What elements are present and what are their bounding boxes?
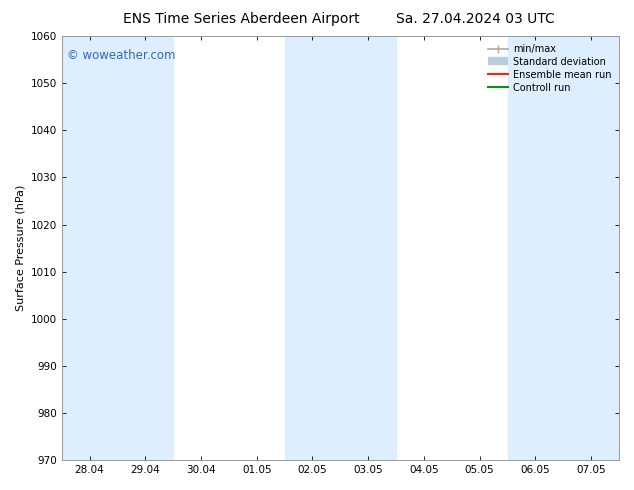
Bar [563, 36, 619, 460]
Bar [340, 36, 396, 460]
Text: Sa. 27.04.2024 03 UTC: Sa. 27.04.2024 03 UTC [396, 12, 555, 26]
Legend: min/max, Standard deviation, Ensemble mean run, Controll run: min/max, Standard deviation, Ensemble me… [486, 41, 614, 96]
Bar [508, 36, 563, 460]
Text: ENS Time Series Aberdeen Airport: ENS Time Series Aberdeen Airport [122, 12, 359, 26]
Text: © woweather.com: © woweather.com [67, 49, 176, 62]
Bar [285, 36, 340, 460]
Y-axis label: Surface Pressure (hPa): Surface Pressure (hPa) [15, 185, 25, 311]
Bar [117, 36, 173, 460]
Bar [61, 36, 117, 460]
